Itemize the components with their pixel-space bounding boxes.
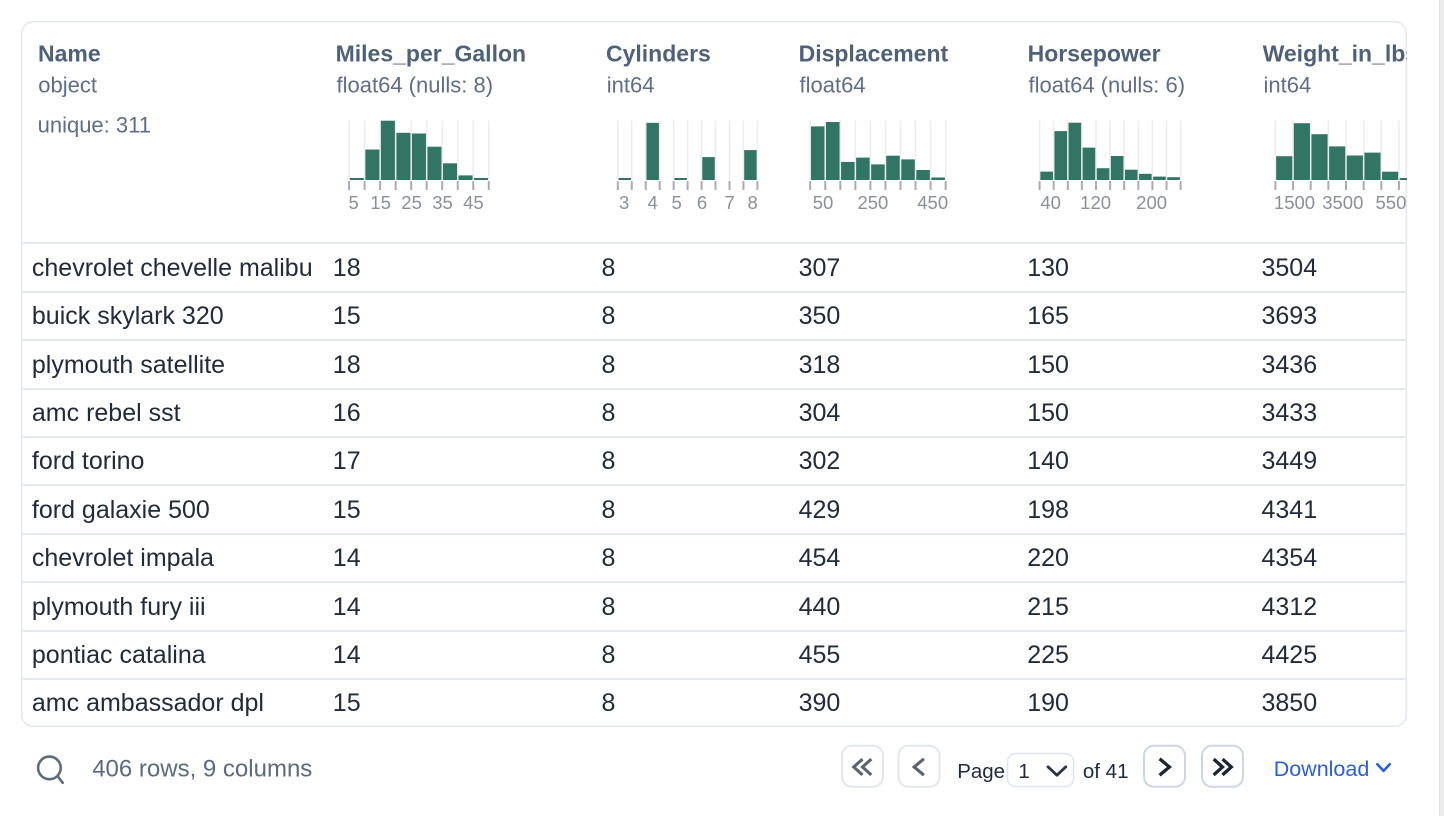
svg-text:200: 200 — [1136, 192, 1167, 213]
svg-text:1: 1 — [1018, 760, 1029, 783]
svg-text:406 rows, 9 columns: 406 rows, 9 columns — [92, 756, 312, 783]
svg-text:of 41: of 41 — [1083, 760, 1129, 783]
svg-text:50: 50 — [813, 192, 834, 213]
svg-text:120: 120 — [1080, 192, 1111, 213]
svg-text:float64: float64 — [800, 72, 866, 97]
svg-text:unique: 311: unique: 311 — [38, 113, 151, 138]
svg-text:3500: 3500 — [1322, 192, 1363, 213]
svg-text:float64 (nulls: 8): float64 (nulls: 8) — [337, 72, 494, 97]
svg-text:450: 450 — [917, 192, 948, 213]
svg-text:Miles_per_Gallon: Miles_per_Gallon — [336, 41, 526, 67]
svg-text:object: object — [38, 72, 97, 97]
svg-text:45: 45 — [463, 192, 484, 213]
svg-text:5500: 5500 — [1376, 192, 1408, 213]
svg-text:Weight_in_lbs: Weight_in_lbs — [1263, 41, 1407, 67]
svg-text:250: 250 — [857, 192, 888, 213]
svg-text:int64: int64 — [607, 72, 655, 97]
svg-text:25: 25 — [401, 192, 422, 213]
svg-text:5: 5 — [349, 192, 359, 213]
svg-text:Displacement: Displacement — [799, 41, 949, 67]
svg-text:3: 3 — [619, 192, 629, 213]
svg-text:Name: Name — [38, 41, 101, 67]
svg-text:4: 4 — [648, 192, 658, 213]
svg-text:5: 5 — [672, 192, 682, 213]
svg-text:float64 (nulls: 6): float64 (nulls: 6) — [1029, 72, 1186, 97]
svg-text:Download: Download — [1274, 757, 1370, 781]
svg-text:7: 7 — [724, 192, 734, 213]
svg-text:Horsepower: Horsepower — [1028, 41, 1161, 67]
svg-text:Cylinders: Cylinders — [606, 41, 711, 67]
svg-text:6: 6 — [697, 192, 707, 213]
svg-text:40: 40 — [1040, 192, 1061, 213]
svg-text:Page: Page — [957, 760, 1005, 783]
svg-text:1500: 1500 — [1274, 192, 1315, 213]
svg-text:35: 35 — [432, 192, 453, 213]
svg-text:int64: int64 — [1264, 72, 1312, 97]
svg-text:8: 8 — [748, 192, 758, 213]
svg-text:15: 15 — [370, 192, 391, 213]
